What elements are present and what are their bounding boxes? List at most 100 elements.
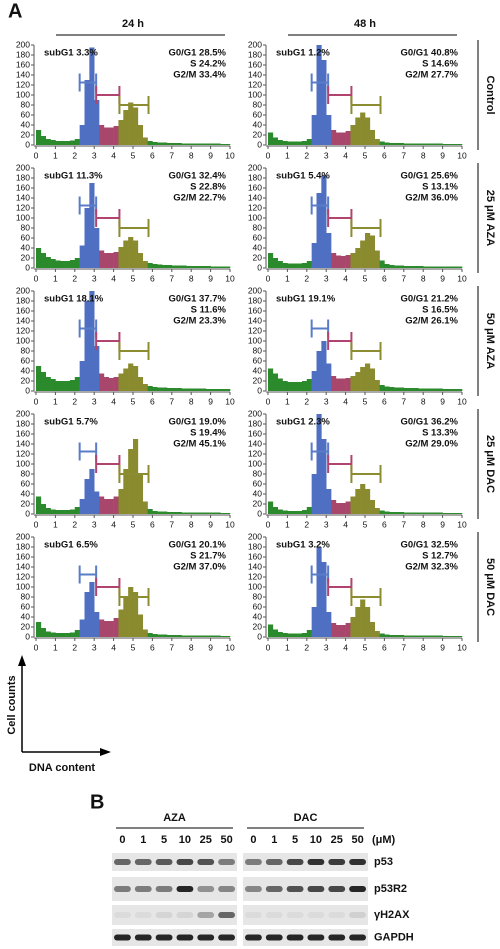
x-tick-label: 1 <box>285 519 290 529</box>
y-tick-label: 60 <box>253 355 263 365</box>
y-tick-label: 140 <box>16 69 30 79</box>
histogram-bar <box>79 361 85 391</box>
histogram-bar <box>326 363 332 391</box>
histogram-bar <box>128 237 134 268</box>
dose-label: 0 <box>119 834 125 846</box>
histogram-bar <box>36 130 42 145</box>
histogram-bar <box>123 469 129 514</box>
band <box>349 859 366 865</box>
histogram-bar <box>316 351 322 391</box>
histogram-bar <box>118 373 124 391</box>
x-tick-label: 3 <box>92 273 97 283</box>
y-tick-label: 60 <box>21 601 31 611</box>
x-tick-label: 5 <box>363 396 368 406</box>
histogram-bar <box>316 45 322 145</box>
histogram-bar <box>452 266 458 268</box>
histogram-bar <box>40 136 46 145</box>
subg1-label: subG1 3.2% <box>276 540 330 551</box>
x-tick-label: 6 <box>382 519 387 529</box>
histogram-bar <box>69 380 76 391</box>
histogram-bar <box>181 265 187 268</box>
band <box>114 886 131 892</box>
y-tick-label: 0 <box>25 631 30 641</box>
histogram-bar <box>147 633 153 637</box>
histogram-bar <box>301 263 308 268</box>
s-label: S 19.4% <box>190 428 226 439</box>
band <box>197 886 215 892</box>
y-tick-label: 20 <box>253 498 263 508</box>
y-tick-label: 140 <box>248 561 262 571</box>
histogram-bar <box>210 635 216 637</box>
histogram-bar <box>301 510 308 514</box>
x-tick-label: 6 <box>382 396 387 406</box>
g0g1-label: G0/G1 40.8% <box>400 48 458 59</box>
x-axis-label: DNA content <box>29 762 96 774</box>
x-tick-label: 2 <box>304 273 309 283</box>
histogram-bar <box>379 385 385 391</box>
band <box>176 934 194 941</box>
x-tick-label: 4 <box>111 519 116 529</box>
histogram-bar <box>394 387 400 391</box>
band <box>265 886 283 892</box>
y-tick-label: 40 <box>21 119 31 129</box>
y-tick-label: 80 <box>253 99 263 109</box>
y-tick-label: 0 <box>25 139 30 149</box>
histogram-bar <box>205 389 211 391</box>
histogram-bar <box>137 253 143 268</box>
dose-label: 50 <box>220 834 232 846</box>
histogram-bar <box>108 253 114 268</box>
y-tick-label: 80 <box>253 345 263 355</box>
y-tick-label: 120 <box>248 448 262 458</box>
histogram-bar <box>147 509 153 514</box>
band <box>155 934 173 941</box>
x-tick-label: 8 <box>421 150 426 160</box>
histogram-bar <box>108 499 114 514</box>
histogram-bar <box>437 512 443 514</box>
x-tick-label: 1 <box>53 642 58 652</box>
histogram-bar <box>389 143 395 145</box>
histogram-bar <box>60 510 66 514</box>
histogram-bar <box>340 256 346 268</box>
histogram-bar <box>442 636 448 637</box>
protein-label: GAPDH <box>374 931 414 943</box>
g0g1-label: G0/G1 19.0% <box>168 417 226 428</box>
histogram-bar <box>94 228 100 268</box>
histogram-bar <box>191 512 197 514</box>
histogram-bar <box>45 257 51 268</box>
histogram-bar <box>152 142 158 145</box>
gate <box>327 578 353 596</box>
histogram-bar <box>418 266 424 268</box>
y-tick-label: 0 <box>257 631 262 641</box>
histogram-bar <box>457 389 463 391</box>
histogram-bar <box>137 614 143 637</box>
histogram-bar <box>137 474 143 514</box>
g0g1-label: G0/G1 20.1% <box>168 540 226 551</box>
x-tick-label: 9 <box>440 150 445 160</box>
histogram-bar <box>36 496 42 514</box>
histogram-bar <box>297 633 303 637</box>
histogram-bar <box>162 511 168 514</box>
histogram-bar <box>447 513 453 514</box>
histogram-bar <box>272 137 278 145</box>
x-tick-label: 10 <box>457 273 467 283</box>
histogram-bar <box>99 619 105 637</box>
y-tick-label: 40 <box>253 242 263 252</box>
histogram-bar <box>287 511 293 514</box>
histogram-bar <box>428 512 434 514</box>
dose-label: 5 <box>161 834 167 846</box>
dose-label: 25 <box>200 834 212 846</box>
g0g1-label: G0/G1 28.5% <box>168 48 226 59</box>
histogram-bar <box>157 634 163 637</box>
band <box>307 912 325 918</box>
y-tick-label: 100 <box>248 212 262 222</box>
histogram-bar <box>268 368 274 391</box>
histogram-bar <box>432 388 439 391</box>
group-label: AZA <box>163 812 186 824</box>
g2m-label: G2/M 45.1% <box>173 439 226 450</box>
histogram-bar <box>69 509 76 514</box>
histogram-bar <box>398 635 405 637</box>
y-tick-label: 140 <box>16 315 30 325</box>
histogram-bar <box>379 141 385 145</box>
subg1-label: subG1 5.7% <box>44 417 98 428</box>
